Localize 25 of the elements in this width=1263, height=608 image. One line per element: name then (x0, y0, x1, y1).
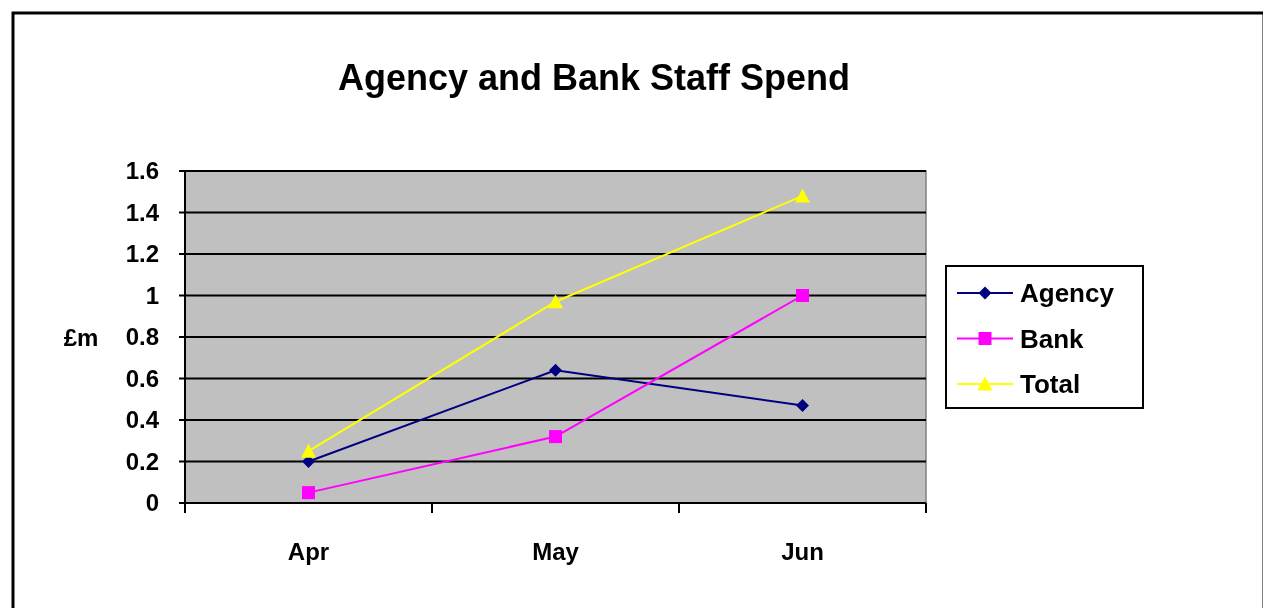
x-tick-label: May (532, 538, 580, 565)
y-tick-label: 0.4 (125, 406, 160, 434)
point (796, 398, 809, 412)
y-tick-label: 0.6 (125, 364, 159, 392)
y-tick-label: 0.2 (125, 447, 159, 475)
legend-label: Agency (1020, 278, 1115, 309)
legend-label: Bank (1020, 323, 1085, 354)
legend-label: Total (1020, 369, 1081, 400)
y-tick-label: 0.8 (125, 323, 159, 351)
y-tick-label: 1 (145, 281, 159, 309)
y-tick-label: 1.2 (125, 240, 159, 268)
y-axis-title: £m (63, 324, 99, 352)
y-tick-label: 0 (145, 489, 159, 517)
point (549, 430, 562, 444)
chart-title: Agency and Bank Staff Spend (337, 57, 851, 98)
point (302, 486, 315, 500)
x-tick-label: Apr (287, 538, 330, 565)
point (796, 289, 809, 302)
y-tick-label: 1.4 (125, 198, 160, 226)
x-tick-label: Jun (781, 538, 824, 565)
point (301, 443, 316, 458)
y-tick-label: 1.6 (125, 157, 159, 185)
point (795, 188, 810, 203)
point (549, 363, 562, 377)
point (548, 294, 563, 309)
